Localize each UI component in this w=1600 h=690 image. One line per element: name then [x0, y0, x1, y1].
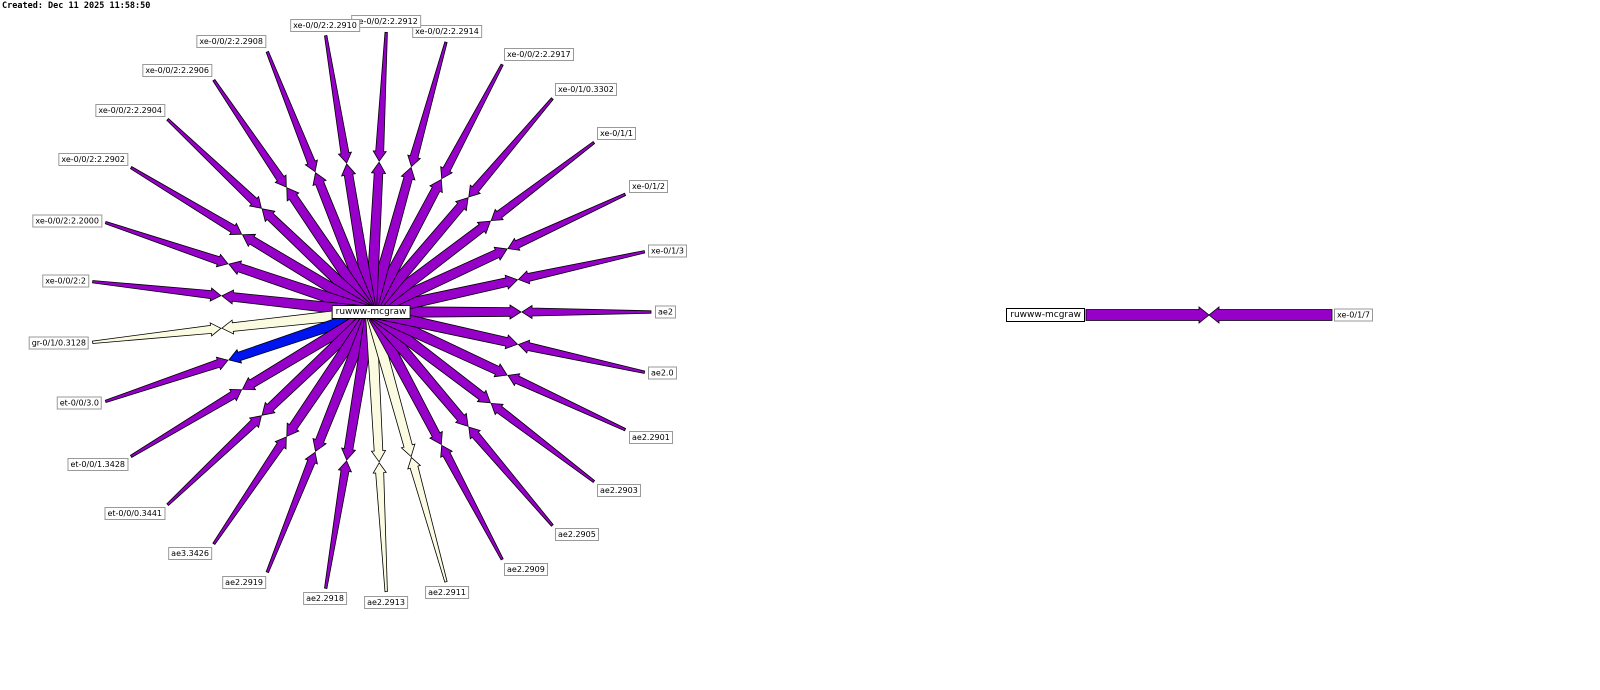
detail-link-in[interactable] [1085, 306, 1210, 324]
link-label[interactable]: ae2.2909 [504, 563, 548, 576]
link-ae2-out[interactable] [521, 304, 652, 320]
detail-link-out[interactable] [1208, 306, 1333, 324]
link-xe-0/0/2:2.2908-out[interactable] [265, 50, 318, 173]
link-label[interactable]: ae2.2911 [425, 586, 469, 599]
link-label[interactable]: xe-0/0/2:2.2902 [58, 153, 128, 166]
link-xe-0/1/2-out[interactable] [507, 192, 627, 251]
link-label[interactable]: et-0/0/1.3428 [67, 458, 128, 471]
link-ae3.3426-out[interactable] [212, 436, 287, 545]
link-label[interactable]: xe-0/0/2:2.2908 [196, 35, 266, 48]
link-ae2.2903-out[interactable] [490, 402, 596, 483]
link-gr-0/1/0.3128-out[interactable] [92, 322, 222, 344]
link-label[interactable]: ae2.2919 [222, 576, 266, 589]
link-ae2.2905-out[interactable] [468, 426, 554, 527]
link-xe-0/0/2:2.2902-out[interactable] [129, 166, 243, 236]
link-et-0/0/1.3428-out[interactable] [129, 388, 243, 458]
link-ae2.2901-out[interactable] [507, 373, 627, 432]
detail-link-label[interactable]: xe-0/1/7 [1334, 308, 1373, 322]
link-label[interactable]: ae2.0 [648, 366, 677, 380]
link-label[interactable]: ae2.2918 [303, 592, 347, 605]
link-xe-0/0/2:2.2910-out[interactable] [324, 35, 353, 164]
link-label[interactable]: xe-0/0/2:2.2910 [290, 19, 360, 32]
link-xe-0/0/2:2.2904-out[interactable] [166, 118, 262, 209]
link-et-0/0/3.0-out[interactable] [104, 356, 229, 403]
link-xe-0/1/3-out[interactable] [517, 250, 646, 285]
link-label[interactable]: ae3.3426 [168, 547, 212, 560]
detail-node[interactable]: ruwww-mcgraw [1006, 308, 1085, 322]
link-label[interactable]: xe-0/0/2:2.2912 [351, 15, 421, 28]
link-label[interactable]: xe-0/1/0.3302 [555, 83, 617, 96]
link-ae2.0-out[interactable] [517, 339, 646, 374]
link-xe-0/0/2:2.2914-out[interactable] [407, 41, 448, 168]
link-label[interactable]: xe-0/0/2:2.2917 [504, 48, 574, 61]
link-ae2.2909-out[interactable] [440, 444, 504, 561]
hub-node[interactable]: ruwww-mcgraw [331, 305, 411, 319]
link-label[interactable]: xe-0/0/2:2.2000 [32, 214, 102, 228]
link-label[interactable]: ae2.2901 [629, 431, 673, 444]
link-label[interactable]: xe-0/1/1 [597, 127, 636, 140]
link-xe-0/1/1-out[interactable] [490, 141, 596, 222]
link-ae2.2911-out[interactable] [407, 456, 448, 583]
link-xe-0/0/2:2.2917-out[interactable] [440, 63, 504, 180]
link-label[interactable]: ae2.2903 [597, 484, 641, 497]
link-label[interactable]: ae2.2905 [555, 528, 599, 541]
link-label[interactable]: ae2 [655, 305, 676, 319]
link-xe-0/0/2:2.2906-out[interactable] [212, 79, 287, 188]
link-label[interactable]: xe-0/0/2:2.2914 [412, 25, 482, 38]
link-label[interactable]: xe-0/0/2:2.2904 [95, 104, 165, 117]
link-xe-0/0/2:2.2912-out[interactable] [372, 31, 388, 162]
link-label[interactable]: gr-0/1/0.3128 [28, 336, 89, 350]
link-ae2.2919-out[interactable] [265, 451, 318, 574]
link-et-0/0/0.3441-out[interactable] [166, 415, 262, 506]
link-xe-0/1/0.3302-out[interactable] [468, 97, 554, 198]
link-label[interactable]: xe-0/0/2:2.2906 [142, 64, 212, 77]
link-label[interactable]: ae2.2913 [364, 596, 408, 609]
link-label[interactable]: xe-0/1/3 [648, 244, 687, 258]
link-xe-0/0/2:2-out[interactable] [92, 280, 222, 302]
link-label[interactable]: et-0/0/3.0 [56, 396, 102, 410]
link-ae2.2913-out[interactable] [372, 462, 388, 593]
link-ae2.2918-out[interactable] [324, 460, 353, 589]
link-label[interactable]: xe-0/1/2 [629, 180, 668, 193]
created-timestamp: Created: Dec 11 2025 11:58:50 [2, 1, 151, 11]
link-label[interactable]: xe-0/0/2:2 [42, 274, 89, 288]
link-label[interactable]: et-0/0/0.3441 [104, 507, 165, 520]
link-xe-0/0/2:2.2000-out[interactable] [104, 221, 229, 268]
